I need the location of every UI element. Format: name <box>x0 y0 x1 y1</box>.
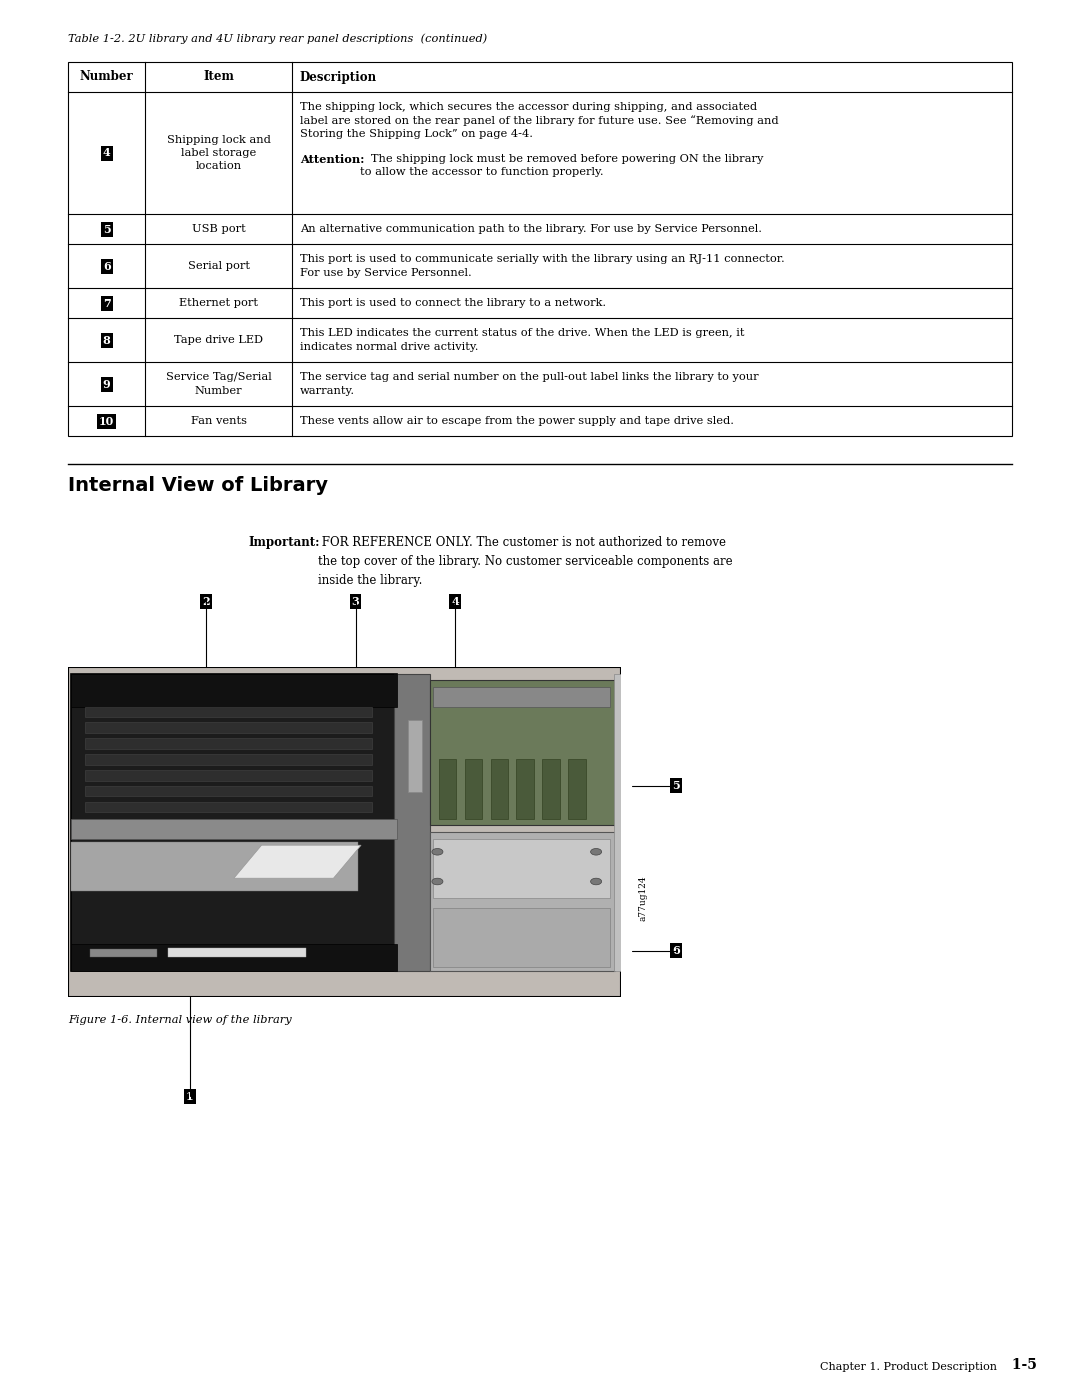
Text: 10: 10 <box>99 415 114 426</box>
Text: The service tag and serial number on the pull-out label links the library to you: The service tag and serial number on the… <box>300 373 758 395</box>
Bar <box>84 802 373 812</box>
Text: inside the library.: inside the library. <box>318 574 422 587</box>
Text: The shipping lock, which secures the accessor during shipping, and associated
la: The shipping lock, which secures the acc… <box>300 102 779 140</box>
Text: 6: 6 <box>673 946 680 957</box>
Text: 3: 3 <box>352 595 360 606</box>
Text: 5: 5 <box>673 781 680 791</box>
Bar <box>84 722 373 733</box>
Bar <box>615 673 621 971</box>
Bar <box>71 819 397 838</box>
Text: This port is used to connect the library to a network.: This port is used to connect the library… <box>300 298 606 307</box>
Bar <box>542 760 561 819</box>
Text: FOR REFERENCE ONLY. The customer is not authorized to remove: FOR REFERENCE ONLY. The customer is not … <box>318 536 726 549</box>
Text: 6: 6 <box>103 260 110 271</box>
Bar <box>430 833 616 971</box>
Bar <box>84 785 373 796</box>
Text: Figure 1-6. Internal view of the library: Figure 1-6. Internal view of the library <box>68 1016 292 1025</box>
Bar <box>433 687 610 707</box>
Circle shape <box>591 879 602 884</box>
Bar <box>430 680 616 826</box>
Bar <box>68 61 1012 436</box>
Text: 1-5: 1-5 <box>1002 1358 1037 1372</box>
Text: 9: 9 <box>103 379 110 390</box>
Bar <box>438 760 456 819</box>
Bar <box>71 673 397 971</box>
Text: Number: Number <box>80 70 134 84</box>
Text: Table 1-2. 2U library and 4U library rear panel descriptions  (continued): Table 1-2. 2U library and 4U library rea… <box>68 34 487 43</box>
Bar <box>167 947 306 957</box>
Bar <box>433 908 610 967</box>
Circle shape <box>591 848 602 855</box>
Text: 5: 5 <box>103 224 110 235</box>
Text: Important:: Important: <box>248 536 320 549</box>
Bar <box>71 673 397 707</box>
Text: This LED indicates the current status of the drive. When the LED is green, it
in: This LED indicates the current status of… <box>300 328 744 352</box>
Polygon shape <box>234 845 361 879</box>
Bar <box>84 754 373 764</box>
Text: 4: 4 <box>451 595 459 606</box>
Text: Serial port: Serial port <box>188 261 249 271</box>
Bar <box>516 760 535 819</box>
Text: Internal View of Library: Internal View of Library <box>68 476 328 495</box>
Bar <box>568 760 586 819</box>
Bar <box>433 838 610 898</box>
Bar <box>84 738 373 749</box>
Text: The shipping lock must be removed before powering ON the library
to allow the ac: The shipping lock must be removed before… <box>360 154 764 177</box>
Text: Tape drive LED: Tape drive LED <box>174 335 264 345</box>
Text: 8: 8 <box>103 334 110 345</box>
Bar <box>71 944 397 971</box>
Bar <box>464 760 482 819</box>
Bar <box>84 707 373 717</box>
Circle shape <box>432 848 443 855</box>
Bar <box>71 842 359 891</box>
Text: An alternative communication path to the library. For use by Service Personnel.: An alternative communication path to the… <box>300 224 761 235</box>
Bar <box>394 673 430 971</box>
Text: Shipping lock and
label storage
location: Shipping lock and label storage location <box>166 134 270 172</box>
Bar <box>408 719 422 792</box>
Circle shape <box>432 879 443 884</box>
Bar <box>84 770 373 781</box>
Text: 1: 1 <box>186 1091 193 1101</box>
Text: Attention:: Attention: <box>300 154 364 165</box>
Text: Fan vents: Fan vents <box>190 416 246 426</box>
Text: These vents allow air to escape from the power supply and tape drive sled.: These vents allow air to escape from the… <box>300 416 733 426</box>
Text: a77ug124: a77ug124 <box>638 875 648 921</box>
Text: 2: 2 <box>202 595 211 606</box>
Text: Item: Item <box>203 70 234 84</box>
Bar <box>90 949 157 957</box>
Text: Chapter 1. Product Description: Chapter 1. Product Description <box>820 1362 997 1372</box>
Text: the top cover of the library. No customer serviceable components are: the top cover of the library. No custome… <box>318 555 732 569</box>
Text: 4: 4 <box>103 148 110 158</box>
Bar <box>490 760 509 819</box>
Text: 7: 7 <box>103 298 110 309</box>
Text: USB port: USB port <box>191 224 245 235</box>
Text: This port is used to communicate serially with the library using an RJ-11 connec: This port is used to communicate seriall… <box>300 254 784 278</box>
Text: Description: Description <box>300 70 377 84</box>
Text: Ethernet port: Ethernet port <box>179 298 258 307</box>
Text: Service Tag/Serial
Number: Service Tag/Serial Number <box>165 373 271 395</box>
